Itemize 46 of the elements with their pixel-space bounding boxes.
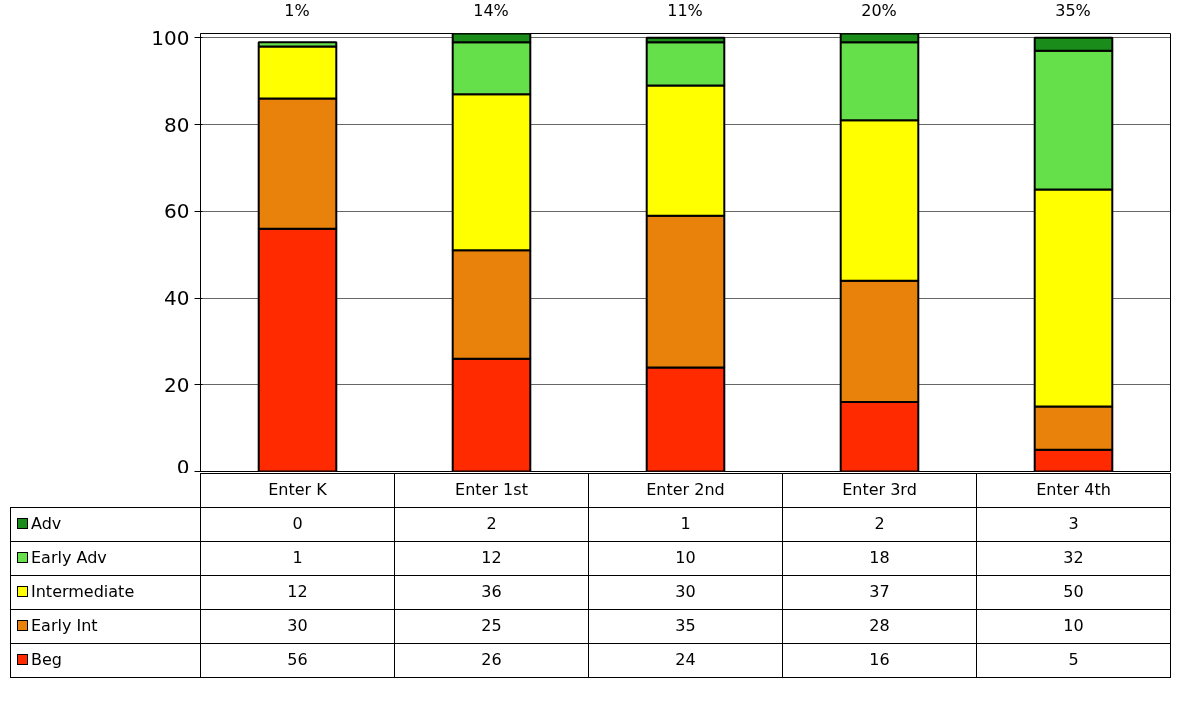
x-tick-label: Enter 2nd — [588, 473, 783, 508]
data-label: 12 — [200, 575, 395, 610]
data-label: 2 — [782, 507, 977, 542]
data-label: 18 — [782, 541, 977, 576]
x-tick-label: Enter 1st — [394, 473, 589, 508]
text: 14% — [472, 0, 510, 22]
data-label: 1 — [588, 507, 783, 542]
text: 35% — [1054, 0, 1092, 22]
data-label: 26 — [394, 643, 589, 678]
y-tick-label: 0 — [176, 454, 190, 479]
data-label: 12 — [394, 541, 589, 576]
data-label: 30 — [588, 575, 783, 610]
data-label: 5 — [976, 643, 1171, 678]
data-label: 32 — [976, 541, 1171, 576]
data-label: 3 — [976, 507, 1171, 542]
x-tick-label: Enter K — [200, 473, 395, 508]
data-label: 10 — [588, 541, 783, 576]
y-tick-label: 100 — [151, 25, 190, 50]
text: 11% — [666, 0, 704, 22]
legend-label: Intermediate — [10, 575, 201, 610]
y-tick-label: 40 — [164, 286, 190, 311]
data-label: 37 — [782, 575, 977, 610]
data-label: 56 — [200, 643, 395, 678]
legend-label: Early Int — [10, 609, 201, 644]
text: 1% — [283, 0, 311, 22]
data-label: 2 — [394, 507, 589, 542]
x-tick-label: Enter 4th — [976, 473, 1171, 508]
x-tick-label: Enter 3rd — [782, 473, 977, 508]
data-label: 0 — [200, 507, 395, 542]
data-label: 25 — [394, 609, 589, 644]
data-label: 1 — [200, 541, 395, 576]
data-label: 36 — [394, 575, 589, 610]
legend-label: Adv — [10, 507, 201, 542]
data-label: 24 — [588, 643, 783, 678]
legend-label: Early Adv — [10, 541, 201, 576]
data-label: 50 — [976, 575, 1171, 610]
data-label: 35 — [588, 609, 783, 644]
text: 20% — [860, 0, 898, 22]
legend-label: Beg — [10, 643, 201, 678]
data-label: 28 — [782, 609, 977, 644]
y-tick-label: 20 — [164, 372, 190, 397]
data-label: 16 — [782, 643, 977, 678]
data-label: 10 — [976, 609, 1171, 644]
y-tick-label: 80 — [164, 112, 190, 137]
y-tick-label: 60 — [164, 199, 190, 224]
data-label: 30 — [200, 609, 395, 644]
